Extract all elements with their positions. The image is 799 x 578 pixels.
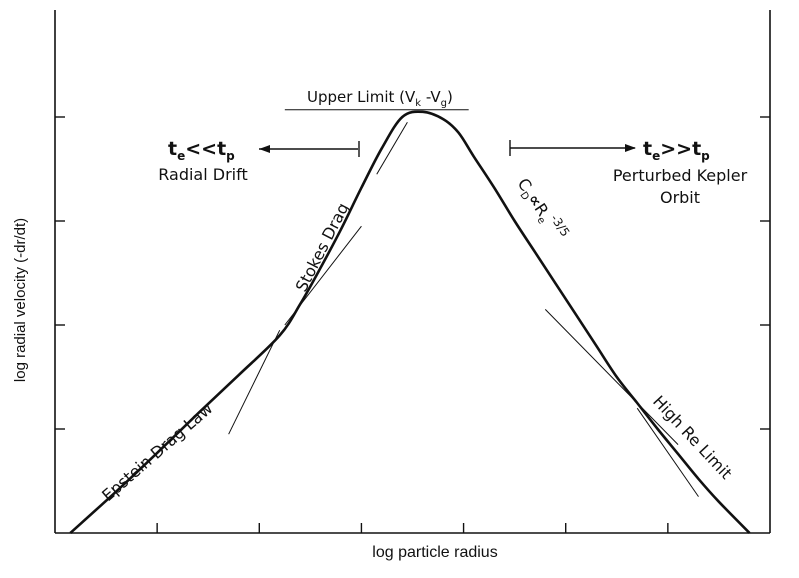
- upper-limit-text: Upper Limit (V: [307, 88, 416, 106]
- plot-frame: [54, 10, 771, 534]
- upper-limit-sub-k: k: [415, 98, 421, 109]
- series-line-1: [69, 110, 751, 534]
- right-regime-caption-1: Perturbed Kepler: [613, 166, 748, 185]
- left-regime: te<<tp Radial Drift: [158, 138, 360, 184]
- velocity-curve: [69, 110, 751, 534]
- x-axis-label: log particle radius: [372, 544, 497, 561]
- left-regime-caption: Radial Drift: [158, 165, 247, 184]
- right-regime-caption-2: Orbit: [660, 188, 700, 207]
- drag-coefficient-label: CD∝Re-3/5: [511, 172, 572, 246]
- tick-marks: [55, 116, 770, 533]
- upper-limit-end: ): [447, 88, 453, 106]
- left-regime-formula: te<<tp: [168, 138, 235, 163]
- upper-limit-label: Upper Limit (Vk -Vg): [307, 88, 453, 109]
- upper-limit-sub-g: g: [441, 98, 447, 109]
- guide-line-1: [228, 329, 281, 435]
- right-regime-formula: te>>tp: [643, 138, 710, 163]
- y-axis-label: log radial velocity (-dr/dt): [12, 218, 29, 382]
- right-arrow: [509, 140, 636, 156]
- guide-line-3: [376, 121, 408, 175]
- guide-line-5: [636, 407, 699, 497]
- stokes-label: Stokes Drag: [292, 200, 353, 295]
- high-re-label: High Re Limit: [649, 392, 736, 483]
- guide-line-4: [544, 309, 679, 445]
- upper-limit-mid: -V: [421, 88, 441, 106]
- right-regime: te>>tp Perturbed Kepler Orbit: [509, 138, 748, 207]
- epstein-label: Epstein Drag Law: [98, 399, 216, 505]
- left-arrow: [259, 141, 360, 157]
